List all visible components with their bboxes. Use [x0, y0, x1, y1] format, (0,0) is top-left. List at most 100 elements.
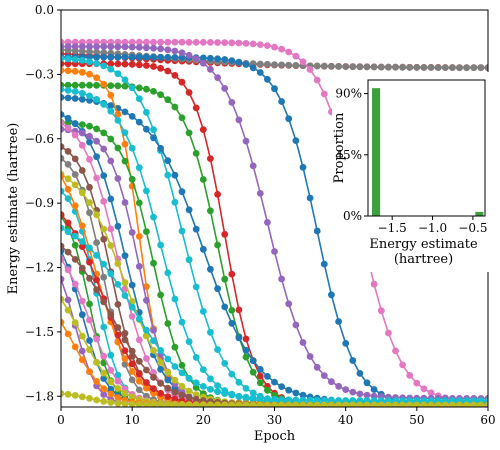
- data-point: [107, 270, 115, 278]
- data-point: [199, 176, 207, 183]
- data-point: [71, 155, 79, 163]
- data-point: [114, 301, 122, 308]
- data-point: [320, 90, 328, 98]
- data-point: [199, 38, 207, 46]
- data-point: [61, 60, 65, 68]
- data-point: [143, 85, 150, 93]
- inset-background: [332, 72, 490, 272]
- data-point: [100, 369, 108, 377]
- data-point: [121, 82, 129, 90]
- data-point: [178, 38, 186, 46]
- data-point: [306, 396, 314, 404]
- data-point: [214, 388, 222, 396]
- data-point: [61, 111, 65, 118]
- data-point: [192, 104, 200, 112]
- data-point: [406, 401, 414, 407]
- inset-x-tick-label: −1.0: [418, 221, 447, 235]
- data-point: [86, 81, 93, 89]
- data-point: [71, 181, 79, 189]
- data-point: [143, 44, 150, 52]
- data-point: [164, 376, 172, 384]
- data-point: [93, 286, 100, 294]
- data-point: [199, 59, 207, 67]
- data-point: [93, 335, 100, 343]
- data-point: [313, 401, 321, 407]
- data-point: [128, 175, 136, 183]
- data-point: [199, 126, 207, 133]
- data-point: [150, 38, 157, 46]
- data-point: [313, 227, 321, 235]
- data-point: [64, 55, 72, 63]
- data-point: [313, 62, 321, 70]
- data-point: [86, 258, 93, 266]
- data-point: [157, 365, 165, 373]
- data-point: [100, 129, 108, 137]
- data-point: [242, 137, 250, 145]
- data-point: [299, 339, 307, 346]
- data-point: [143, 296, 150, 304]
- data-point: [135, 401, 143, 407]
- data-point: [150, 385, 157, 393]
- data-point: [71, 95, 79, 102]
- data-point: [150, 373, 157, 381]
- data-point: [370, 63, 378, 71]
- data-point: [121, 279, 129, 286]
- data-point: [121, 76, 129, 84]
- data-point: [235, 39, 243, 47]
- data-point: [71, 232, 79, 240]
- data-point: [64, 228, 72, 236]
- data-point: [61, 86, 65, 93]
- data-point: [264, 401, 271, 407]
- data-point: [356, 390, 364, 398]
- data-point: [157, 401, 164, 407]
- data-point: [78, 43, 86, 50]
- data-point: [214, 285, 222, 293]
- data-point: [61, 55, 65, 62]
- data-point: [164, 53, 172, 61]
- data-point: [93, 276, 100, 284]
- data-point: [71, 43, 79, 50]
- data-point: [61, 211, 65, 219]
- data-point: [86, 316, 93, 324]
- data-point: [185, 51, 193, 59]
- data-point: [306, 401, 314, 407]
- data-point: [100, 391, 108, 398]
- data-point: [171, 54, 179, 61]
- y-tick-label: −1.5: [25, 325, 54, 339]
- data-point: [93, 377, 100, 385]
- data-point: [86, 58, 93, 66]
- data-point: [385, 329, 392, 337]
- data-point: [207, 207, 214, 215]
- data-point: [61, 119, 65, 127]
- data-point: [171, 72, 179, 79]
- data-point: [271, 378, 278, 386]
- data-point: [285, 61, 293, 69]
- data-point: [150, 88, 157, 95]
- data-point: [128, 84, 136, 92]
- data-point: [370, 401, 378, 407]
- histogram-bar: [372, 88, 381, 216]
- data-point: [292, 401, 300, 407]
- data-point: [114, 394, 122, 402]
- data-point: [86, 300, 93, 308]
- data-point: [242, 393, 250, 401]
- data-point: [64, 43, 72, 50]
- data-point: [335, 382, 342, 390]
- data-point: [192, 354, 200, 361]
- data-point: [278, 61, 285, 69]
- data-point: [121, 140, 129, 148]
- data-point: [107, 225, 115, 233]
- x-tick-label: 40: [338, 413, 353, 427]
- data-point: [150, 369, 157, 376]
- data-point: [192, 225, 200, 233]
- data-point: [249, 40, 257, 48]
- y-tick-label: −0.3: [25, 67, 54, 81]
- data-point: [264, 386, 271, 394]
- data-point: [93, 396, 100, 404]
- data-point: [128, 347, 136, 355]
- data-point: [171, 171, 179, 179]
- data-point: [171, 388, 179, 396]
- data-point: [107, 157, 115, 165]
- data-point: [399, 361, 406, 369]
- data-point: [185, 129, 193, 137]
